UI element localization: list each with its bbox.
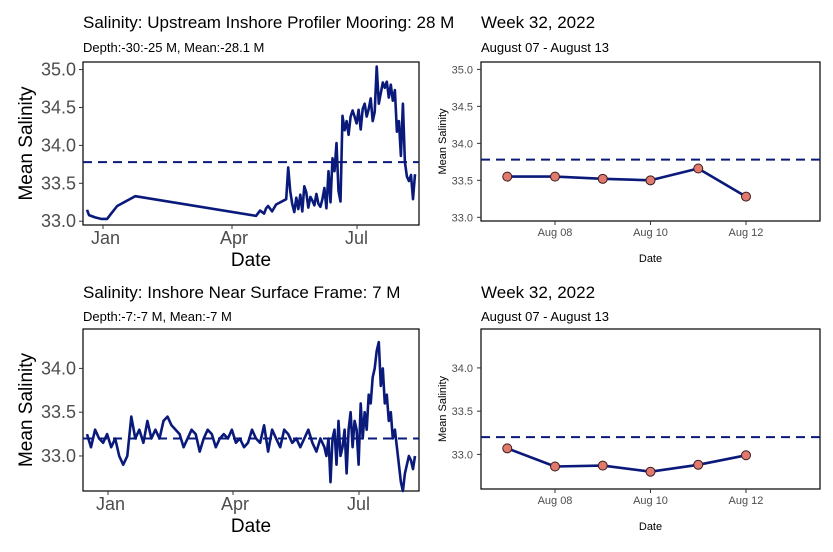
data-point bbox=[740, 450, 751, 461]
y-axis-ticks: 33.0 33.5 34.0 bbox=[452, 363, 481, 461]
data-point bbox=[502, 443, 513, 454]
x-axis-label: Date bbox=[231, 516, 271, 537]
data-point bbox=[550, 461, 561, 472]
data-point bbox=[597, 173, 608, 184]
panel-week-near-surface: Week 32, 2022 August 07 - August 13 33.0… bbox=[437, 283, 821, 533]
x-axis-ticks: Jan Apr Jul bbox=[91, 225, 368, 248]
plot-panel bbox=[480, 328, 821, 490]
chart-title: Week 32, 2022 bbox=[481, 13, 595, 32]
x-tick-label: Jul bbox=[347, 494, 370, 514]
data-points bbox=[502, 443, 751, 477]
salinity-series-line bbox=[507, 167, 747, 198]
chart-title: Salinity: Upstream Inshore Profiler Moor… bbox=[83, 13, 454, 32]
x-tick-label: Aug 10 bbox=[633, 495, 668, 507]
y-tick-label: 33.0 bbox=[41, 211, 76, 231]
plot-panel bbox=[82, 328, 420, 492]
data-point bbox=[645, 175, 656, 186]
data-point bbox=[693, 163, 704, 174]
x-tick-label: Jul bbox=[345, 228, 368, 248]
salinity-series-line bbox=[85, 340, 417, 493]
data-point bbox=[645, 466, 656, 477]
data-point bbox=[502, 171, 513, 182]
y-tick-label: 33.0 bbox=[452, 449, 473, 461]
x-axis-label: Date bbox=[639, 253, 662, 265]
panel-week-upstream: Week 32, 2022 August 07 - August 13 33.0… bbox=[437, 13, 821, 265]
y-tick-label: 33.0 bbox=[41, 446, 76, 466]
y-axis-ticks: 33.0 33.5 34.0 bbox=[41, 358, 83, 466]
panel-upstream-profiler: Salinity: Upstream Inshore Profiler Moor… bbox=[16, 13, 454, 271]
chart-subtitle: Depth:-30:-25 M, Mean:-28.1 M bbox=[83, 40, 264, 55]
y-tick-label: 33.5 bbox=[41, 173, 76, 193]
x-tick-label: Jan bbox=[91, 228, 120, 248]
salinity-series-line bbox=[85, 65, 417, 221]
x-tick-label: Aug 12 bbox=[729, 227, 764, 239]
x-tick-label: Jan bbox=[96, 494, 125, 514]
data-point bbox=[740, 191, 751, 202]
y-axis-label: Mean Salinity bbox=[16, 86, 37, 201]
data-points bbox=[502, 163, 751, 202]
x-axis-label: Date bbox=[639, 521, 662, 533]
y-tick-label: 34.5 bbox=[41, 97, 76, 117]
y-tick-label: 34.0 bbox=[41, 358, 76, 378]
x-axis-label: Date bbox=[231, 250, 271, 271]
chart-subtitle: August 07 - August 13 bbox=[481, 309, 609, 324]
y-axis-ticks: 33.0 33.5 34.0 34.5 35.0 bbox=[41, 60, 83, 231]
x-tick-label: Aug 12 bbox=[729, 495, 764, 507]
y-tick-label: 34.0 bbox=[41, 135, 76, 155]
y-tick-label: 35.0 bbox=[452, 64, 473, 76]
y-axis-label: Mean Salinity bbox=[437, 375, 449, 442]
y-tick-label: 34.0 bbox=[452, 138, 473, 150]
y-axis-label: Mean Salinity bbox=[437, 108, 449, 175]
y-axis-ticks: 33.0 33.5 34.0 34.5 35.0 bbox=[452, 64, 481, 224]
chart-title: Salinity: Inshore Near Surface Frame: 7 … bbox=[83, 283, 400, 302]
y-tick-label: 34.0 bbox=[452, 363, 473, 375]
y-tick-label: 33.5 bbox=[41, 402, 76, 422]
y-tick-label: 33.5 bbox=[452, 406, 473, 418]
panel-near-surface-frame: Salinity: Inshore Near Surface Frame: 7 … bbox=[16, 283, 420, 537]
y-tick-label: 35.0 bbox=[41, 60, 76, 80]
y-tick-label: 34.5 bbox=[452, 101, 473, 113]
salinity-series-line bbox=[506, 447, 747, 474]
x-tick-label: Apr bbox=[220, 228, 248, 248]
y-tick-label: 33.5 bbox=[452, 175, 473, 187]
data-point bbox=[550, 171, 561, 182]
x-tick-label: Apr bbox=[221, 494, 249, 514]
chart-subtitle: Depth:-7:-7 M, Mean:-7 M bbox=[83, 309, 232, 324]
plot-panel bbox=[480, 61, 821, 222]
data-point bbox=[693, 459, 704, 470]
y-tick-label: 33.0 bbox=[452, 212, 473, 224]
x-axis-ticks: Aug 08 Aug 10 Aug 12 bbox=[538, 221, 764, 239]
data-point bbox=[597, 460, 608, 471]
y-axis-label: Mean Salinity bbox=[16, 352, 37, 467]
chart-title: Week 32, 2022 bbox=[481, 283, 595, 302]
x-tick-label: Aug 10 bbox=[633, 227, 668, 239]
x-axis-ticks: Jan Apr Jul bbox=[96, 491, 370, 514]
x-axis-ticks: Aug 08 Aug 10 Aug 12 bbox=[538, 489, 764, 507]
x-tick-label: Aug 08 bbox=[538, 495, 573, 507]
chart-subtitle: August 07 - August 13 bbox=[481, 40, 609, 55]
plot-panel bbox=[82, 61, 420, 226]
x-tick-label: Aug 08 bbox=[538, 227, 573, 239]
